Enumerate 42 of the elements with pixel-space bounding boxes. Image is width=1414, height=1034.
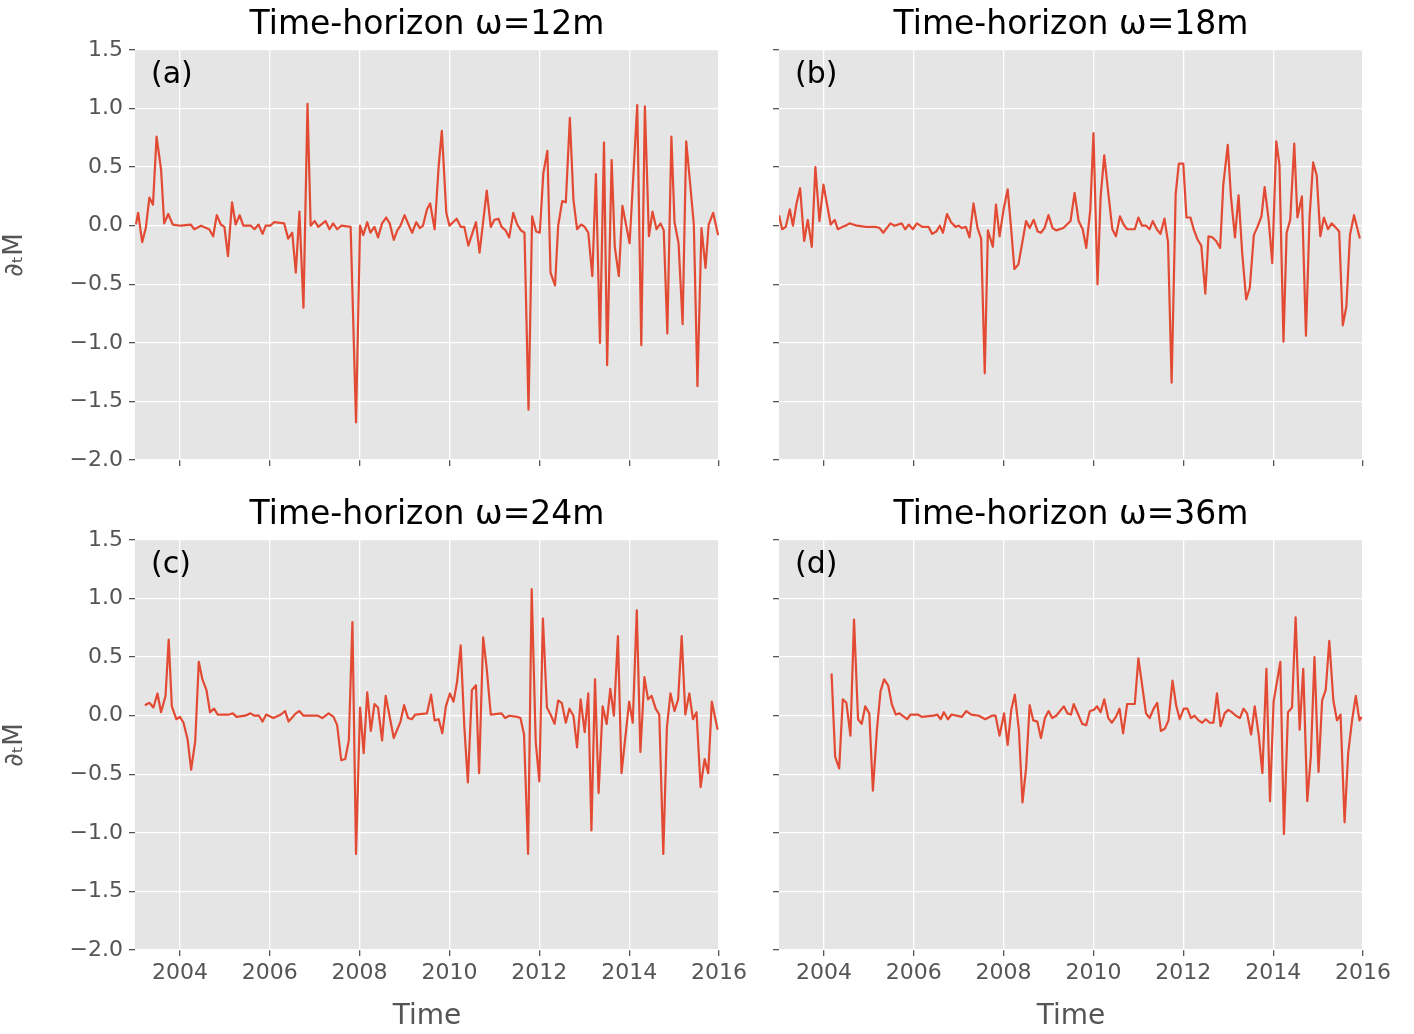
x-tick-label: 2006: [241, 958, 298, 984]
y-tick-label: 1.5: [88, 525, 123, 551]
x-tick-label: 2014: [1245, 958, 1302, 984]
x-tick-label: 2004: [795, 958, 852, 984]
y-tick-label: −0.5: [69, 760, 123, 785]
x-tick-label: 2012: [1155, 958, 1212, 984]
y-tick-label: 0.5: [88, 642, 123, 668]
x-tick-label: 2008: [975, 958, 1032, 984]
x-tick-label: 2016: [691, 958, 747, 984]
chart-title: Time-horizon ω=36m: [892, 493, 1249, 533]
y-tick-label: −1.5: [69, 387, 123, 413]
chart-title: Time-horizon ω=18m: [892, 3, 1249, 43]
y-tick-label: 1.0: [88, 94, 123, 120]
x-tick-label: 2004: [151, 958, 208, 984]
y-tick-label: −2.0: [69, 445, 123, 471]
annotation: (d): [795, 544, 838, 580]
chart-title: Time-horizon ω=24m: [248, 493, 605, 533]
x-axis-title: Time: [1035, 998, 1106, 1032]
y-tick-label: −0.5: [69, 270, 123, 295]
x-tick-label: 2010: [421, 958, 478, 984]
x-axis-title: Time: [391, 998, 462, 1032]
x-tick-label: 2008: [331, 958, 388, 984]
y-axis-title: ∂ₜM: [0, 723, 29, 767]
y-tick-label: −2.0: [69, 935, 123, 961]
y-tick-label: 1.0: [88, 584, 123, 610]
x-tick-label: 2006: [885, 958, 942, 984]
annotation: (b): [795, 54, 838, 90]
y-tick-label: −1.5: [69, 877, 123, 903]
annotation: (c): [151, 544, 191, 580]
x-tick-label: 2012: [511, 958, 568, 984]
y-tick-label: 0.5: [88, 152, 123, 178]
y-tick-label: 0.0: [88, 211, 123, 237]
y-tick-label: 1.5: [88, 35, 123, 61]
y-tick-label: −1.0: [69, 328, 123, 354]
y-axis-title: ∂ₜM: [0, 233, 29, 277]
x-tick-label: 2010: [1065, 958, 1122, 984]
y-tick-label: −1.0: [69, 818, 123, 844]
annotation: (a): [151, 54, 193, 90]
chart-title: Time-horizon ω=12m: [248, 3, 605, 43]
y-tick-label: 0.0: [88, 701, 123, 727]
x-tick-label: 2014: [601, 958, 658, 984]
x-tick-label: 2016: [1335, 958, 1391, 984]
